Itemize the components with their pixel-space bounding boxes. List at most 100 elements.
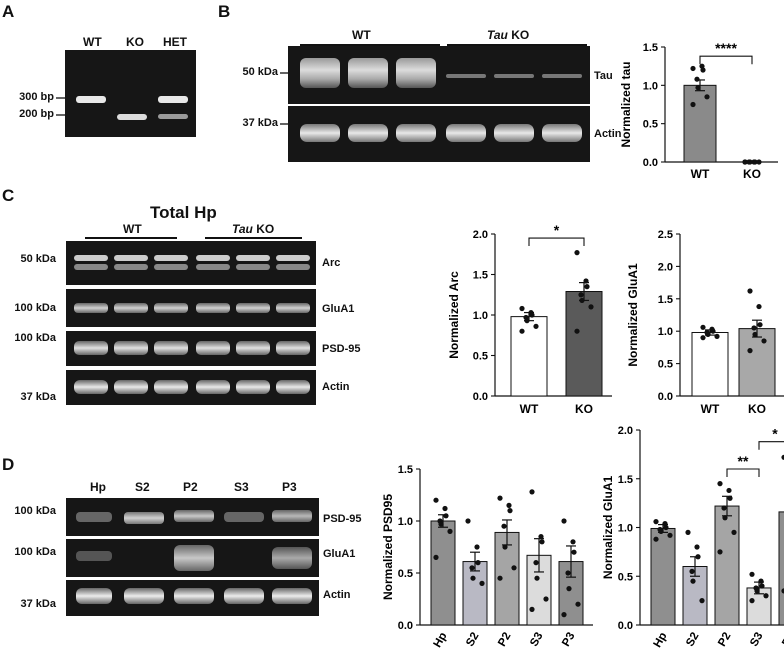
blot-band bbox=[74, 380, 108, 394]
data-point bbox=[507, 508, 513, 514]
significance-bracket bbox=[699, 55, 753, 65]
group-bracket bbox=[447, 44, 587, 46]
x-tick-label: WT bbox=[691, 167, 710, 181]
blot-band bbox=[300, 58, 340, 88]
bar bbox=[462, 561, 488, 626]
x-tick-label: S3 bbox=[528, 631, 545, 649]
arc-blot-image bbox=[66, 241, 316, 285]
blot-band bbox=[276, 255, 310, 261]
data-point bbox=[685, 529, 691, 535]
y-tick-label: 0.0 bbox=[473, 391, 488, 403]
data-point bbox=[662, 521, 668, 527]
psd95-fraction-blot-image bbox=[66, 498, 319, 536]
data-point bbox=[710, 328, 716, 334]
glua1-fraction-blot-image bbox=[66, 539, 319, 577]
data-point bbox=[534, 575, 540, 581]
y-tick-label: 0.0 bbox=[618, 620, 633, 632]
data-point bbox=[571, 549, 577, 555]
data-point bbox=[751, 325, 757, 331]
lane-label: S2 bbox=[135, 480, 150, 494]
data-point bbox=[497, 575, 503, 581]
blot-band bbox=[224, 512, 264, 522]
glua1-blot-image bbox=[66, 289, 316, 327]
data-point bbox=[570, 539, 576, 545]
significance-label: ** bbox=[738, 453, 749, 469]
data-point bbox=[497, 495, 503, 501]
data-point bbox=[529, 312, 535, 318]
data-point bbox=[700, 67, 706, 73]
blot-band bbox=[114, 303, 148, 313]
data-point bbox=[731, 529, 737, 535]
pcr-gel-image bbox=[65, 50, 196, 137]
bar bbox=[738, 328, 776, 397]
marker-label: 100 kDa bbox=[14, 332, 56, 344]
blot-band bbox=[236, 303, 270, 313]
data-point bbox=[588, 304, 594, 310]
blot-band bbox=[236, 255, 270, 261]
group-label-wt: WT bbox=[123, 222, 142, 236]
blot-band bbox=[124, 588, 164, 604]
blot-band bbox=[300, 124, 340, 142]
blot-band bbox=[76, 512, 112, 522]
actin-fraction-blot-image bbox=[66, 580, 319, 616]
tau-chart: 0.0 0.5 1.0 1.5 Normalized tau WT KO **** bbox=[619, 40, 778, 181]
lane-label: P2 bbox=[183, 480, 198, 494]
y-axis-label: Normalized GluA1 bbox=[601, 476, 615, 580]
x-tick-label: P3 bbox=[780, 631, 784, 649]
x-tick-label: WT bbox=[520, 402, 539, 416]
blot-band bbox=[114, 255, 148, 261]
blot-band bbox=[224, 588, 264, 604]
significance-label: **** bbox=[715, 40, 737, 56]
x-tick-label: WT bbox=[701, 402, 720, 416]
y-tick-label: 1.0 bbox=[658, 326, 673, 338]
data-point bbox=[433, 497, 439, 503]
blot-band bbox=[542, 124, 582, 142]
y-tick-label: 1.5 bbox=[658, 294, 673, 306]
band-label: GluA1 bbox=[323, 548, 356, 560]
blot-band bbox=[396, 124, 436, 142]
data-point bbox=[749, 598, 755, 604]
band-label: Tau bbox=[594, 70, 613, 82]
y-axis-label: Normalized GluA1 bbox=[626, 263, 640, 367]
blot-band bbox=[396, 58, 436, 88]
y-tick-label: 1.0 bbox=[398, 516, 413, 528]
blot-band bbox=[114, 341, 148, 355]
blot-band bbox=[236, 380, 270, 394]
lane-label: Hp bbox=[90, 480, 106, 494]
group-label-wt: WT bbox=[352, 28, 371, 42]
data-point bbox=[663, 524, 669, 531]
blot-band bbox=[196, 255, 230, 261]
data-point bbox=[443, 513, 449, 519]
significance-label: * bbox=[554, 222, 560, 238]
bar bbox=[691, 331, 729, 397]
blot-band bbox=[196, 303, 230, 313]
data-point bbox=[584, 284, 590, 290]
gel-band bbox=[117, 114, 147, 120]
data-point bbox=[694, 544, 700, 550]
band-label: Actin bbox=[323, 589, 351, 601]
x-tick-label: P2 bbox=[716, 631, 733, 649]
blot-band bbox=[494, 74, 534, 78]
data-point bbox=[433, 554, 439, 560]
blot-band bbox=[446, 74, 486, 78]
group-label-ko: Tau KO bbox=[487, 28, 530, 42]
data-point bbox=[475, 560, 481, 566]
y-tick-label: 1.0 bbox=[643, 80, 658, 92]
marker-label: 100 kDa bbox=[14, 505, 56, 517]
blot-band bbox=[236, 341, 270, 355]
marker-label: 50 kDa bbox=[242, 66, 278, 78]
blot-band bbox=[174, 510, 214, 522]
data-point bbox=[690, 578, 696, 584]
blot-band bbox=[276, 341, 310, 355]
data-point bbox=[726, 487, 732, 494]
blot-band bbox=[124, 512, 164, 524]
bar bbox=[714, 505, 740, 626]
blot-band bbox=[74, 303, 108, 313]
data-point bbox=[533, 323, 539, 329]
x-tick-label: S2 bbox=[464, 631, 481, 649]
data-point bbox=[700, 335, 706, 341]
blot-band bbox=[494, 124, 534, 142]
data-point bbox=[519, 305, 525, 312]
data-point bbox=[700, 324, 706, 330]
